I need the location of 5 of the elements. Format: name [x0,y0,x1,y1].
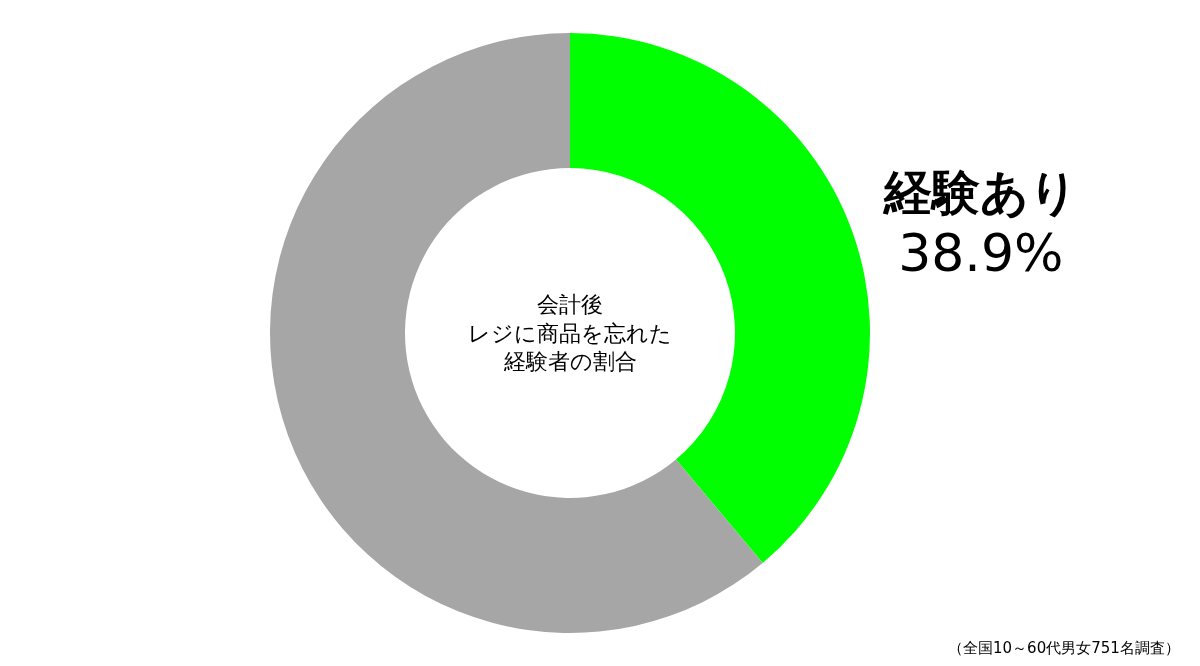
text: （全国10～60代男女751名調査） [948,639,1180,657]
data-label: 38.9% [898,223,1064,284]
slice-label: 経験あり [881,163,1078,220]
donut-slice [270,33,763,633]
text: 会計後レジに商品を忘れた経験者の割合 [468,292,672,375]
